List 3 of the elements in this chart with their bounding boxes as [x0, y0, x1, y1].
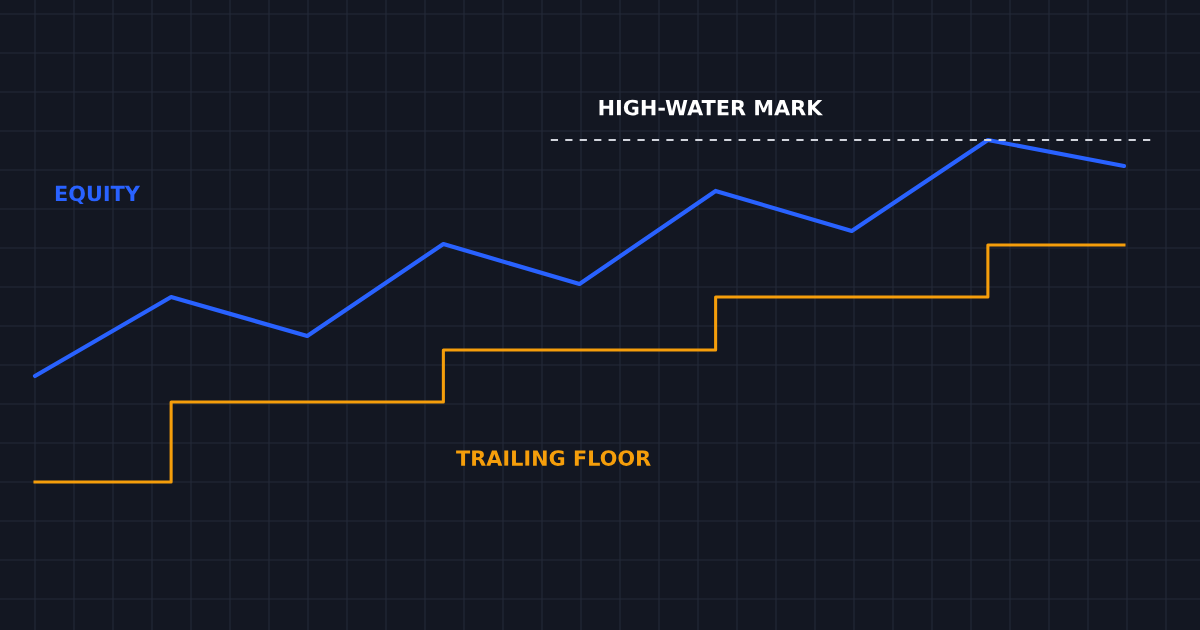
- text: EQUITY: [55, 185, 141, 205]
- text: TRAILING FLOOR: [456, 450, 651, 466]
- ref-line-label: HIGH-WATER MARK: [599, 99, 823, 116]
